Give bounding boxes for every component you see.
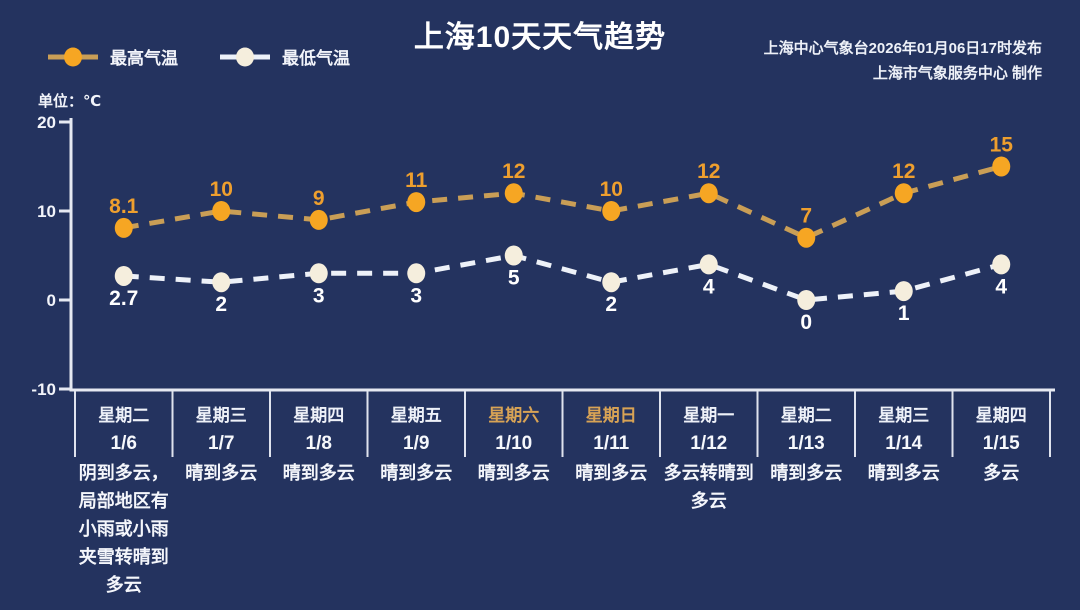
- min-temp-value: 4: [995, 275, 1007, 298]
- date-label: 1/13: [788, 433, 825, 454]
- min-temp-value: 3: [410, 284, 422, 307]
- max-temp-value: 10: [210, 178, 233, 201]
- min-temp-point: [699, 254, 718, 275]
- min-temp-value: 1: [898, 302, 910, 325]
- weather-text: 晴到多云: [770, 463, 843, 483]
- weekday-label: 星期二: [98, 406, 149, 425]
- weather-text: 晴到多云: [477, 463, 550, 483]
- weekday-label: 星期四: [976, 406, 1027, 425]
- weekday-label: 星期三: [878, 406, 929, 425]
- max-temp-value: 9: [313, 187, 325, 210]
- unit-label: 单位：℃: [38, 93, 102, 110]
- min-temp-point: [309, 263, 328, 284]
- weather-text: 晴到多云: [380, 463, 453, 483]
- max-temp-point: [114, 217, 133, 238]
- date-label: 1/7: [208, 433, 234, 454]
- max-temp-value: 10: [600, 178, 623, 201]
- max-temp-point: [212, 201, 231, 221]
- weekday-label: 星期六: [488, 405, 539, 425]
- weekday-label: 星期五: [391, 406, 442, 425]
- min-temp-point: [992, 254, 1011, 275]
- max-temp-point: [602, 201, 621, 221]
- y-tick-label: 10: [37, 202, 56, 221]
- min-temp-legend-icon: [220, 47, 270, 66]
- legend: 最高气温 最低气温: [46, 44, 350, 69]
- date-label: 1/6: [111, 433, 137, 454]
- max-temp-legend-icon: [48, 47, 98, 66]
- page-title: 上海10天天气趋势: [413, 21, 667, 54]
- weather-descriptions-row: 阴到多云，局部地区有小雨或小雨夹雪转晴到多云 晴到多云 晴到多云 晴到多云 晴到多云 晴到…: [75, 459, 1050, 599]
- legend-item-max-temp: 最高气温: [46, 44, 178, 69]
- y-tick-label: 20: [37, 113, 56, 132]
- date-label: 1/10: [495, 433, 532, 454]
- min-temp-value: 0: [800, 311, 812, 334]
- max-temp-point: [894, 183, 913, 204]
- date-label: 1/9: [403, 433, 429, 454]
- min-temp-point: [602, 272, 621, 293]
- min-temp-point: [894, 281, 913, 302]
- max-temp-value: 7: [800, 205, 812, 228]
- min-temp-value: 4: [703, 275, 715, 298]
- max-temp-point: [797, 227, 816, 248]
- date-label: 1/8: [306, 433, 332, 454]
- weekday-label: 星期日: [586, 406, 637, 425]
- min-temp-value: 3: [313, 284, 325, 307]
- min-temp-value: 5: [508, 267, 520, 290]
- min-temp-point: [797, 290, 816, 310]
- min-temp-value: 2: [605, 293, 617, 316]
- min-temp-point: [114, 265, 133, 286]
- max-temp-point: [992, 156, 1011, 177]
- max-temp-value: 11: [405, 169, 428, 192]
- y-tick-label: -10: [31, 380, 56, 399]
- min-temp-line: [123, 252, 1002, 303]
- weather-text: 晴到多云: [575, 463, 648, 483]
- max-temp-point: [504, 183, 523, 204]
- publisher-producer-line: 上海市气象服务中心 制作: [872, 65, 1042, 82]
- weather-text: 晴到多云: [282, 463, 355, 483]
- publisher-issued-line: 上海中心气象台2026年01月06日17时发布: [763, 40, 1042, 57]
- min-temp-point: [212, 272, 231, 293]
- y-tick-label: 0: [47, 291, 56, 310]
- weekday-label: 星期一: [683, 406, 734, 425]
- weather-text: 晴到多云: [867, 463, 940, 483]
- min-temp-value: 2.7: [109, 287, 138, 310]
- min-temp-point: [504, 245, 523, 266]
- max-temp-point: [309, 209, 328, 230]
- max-temp-point: [699, 183, 718, 204]
- legend-item-min-temp: 最低气温: [218, 44, 350, 69]
- date-label: 1/14: [885, 433, 922, 454]
- max-temp-value: 12: [697, 160, 720, 183]
- max-temp-value: 15: [990, 134, 1014, 157]
- weekday-label: 星期四: [293, 406, 344, 425]
- max-temp-value: 8.1: [109, 195, 139, 218]
- max-temp-point: [407, 192, 426, 213]
- weather-text: 晴到多云: [185, 463, 258, 483]
- min-temp-value: 2: [215, 293, 227, 316]
- weather-text: 多云: [983, 463, 1020, 483]
- weekday-label: 星期三: [196, 406, 247, 425]
- weather-text: 阴到多云，局部地区有小雨或小雨夹雪转晴到多云: [78, 463, 169, 595]
- publisher-info: 上海中心气象台2026年01月06日17时发布 上海市气象服务中心 制作: [764, 36, 1042, 86]
- max-temp-legend-label: 最高气温: [110, 49, 178, 68]
- date-label: 1/11: [593, 433, 629, 454]
- weekday-label: 星期二: [781, 406, 832, 425]
- min-temp-legend-label: 最低气温: [282, 49, 350, 68]
- date-label: 1/12: [690, 433, 727, 454]
- max-temp-line: [123, 164, 1002, 241]
- max-temp-value: 12: [502, 160, 525, 183]
- max-temp-value: 12: [892, 160, 915, 183]
- date-label: 1/15: [983, 433, 1020, 454]
- min-temp-point: [407, 263, 426, 284]
- weather-text: 多云转晴到多云: [663, 463, 754, 511]
